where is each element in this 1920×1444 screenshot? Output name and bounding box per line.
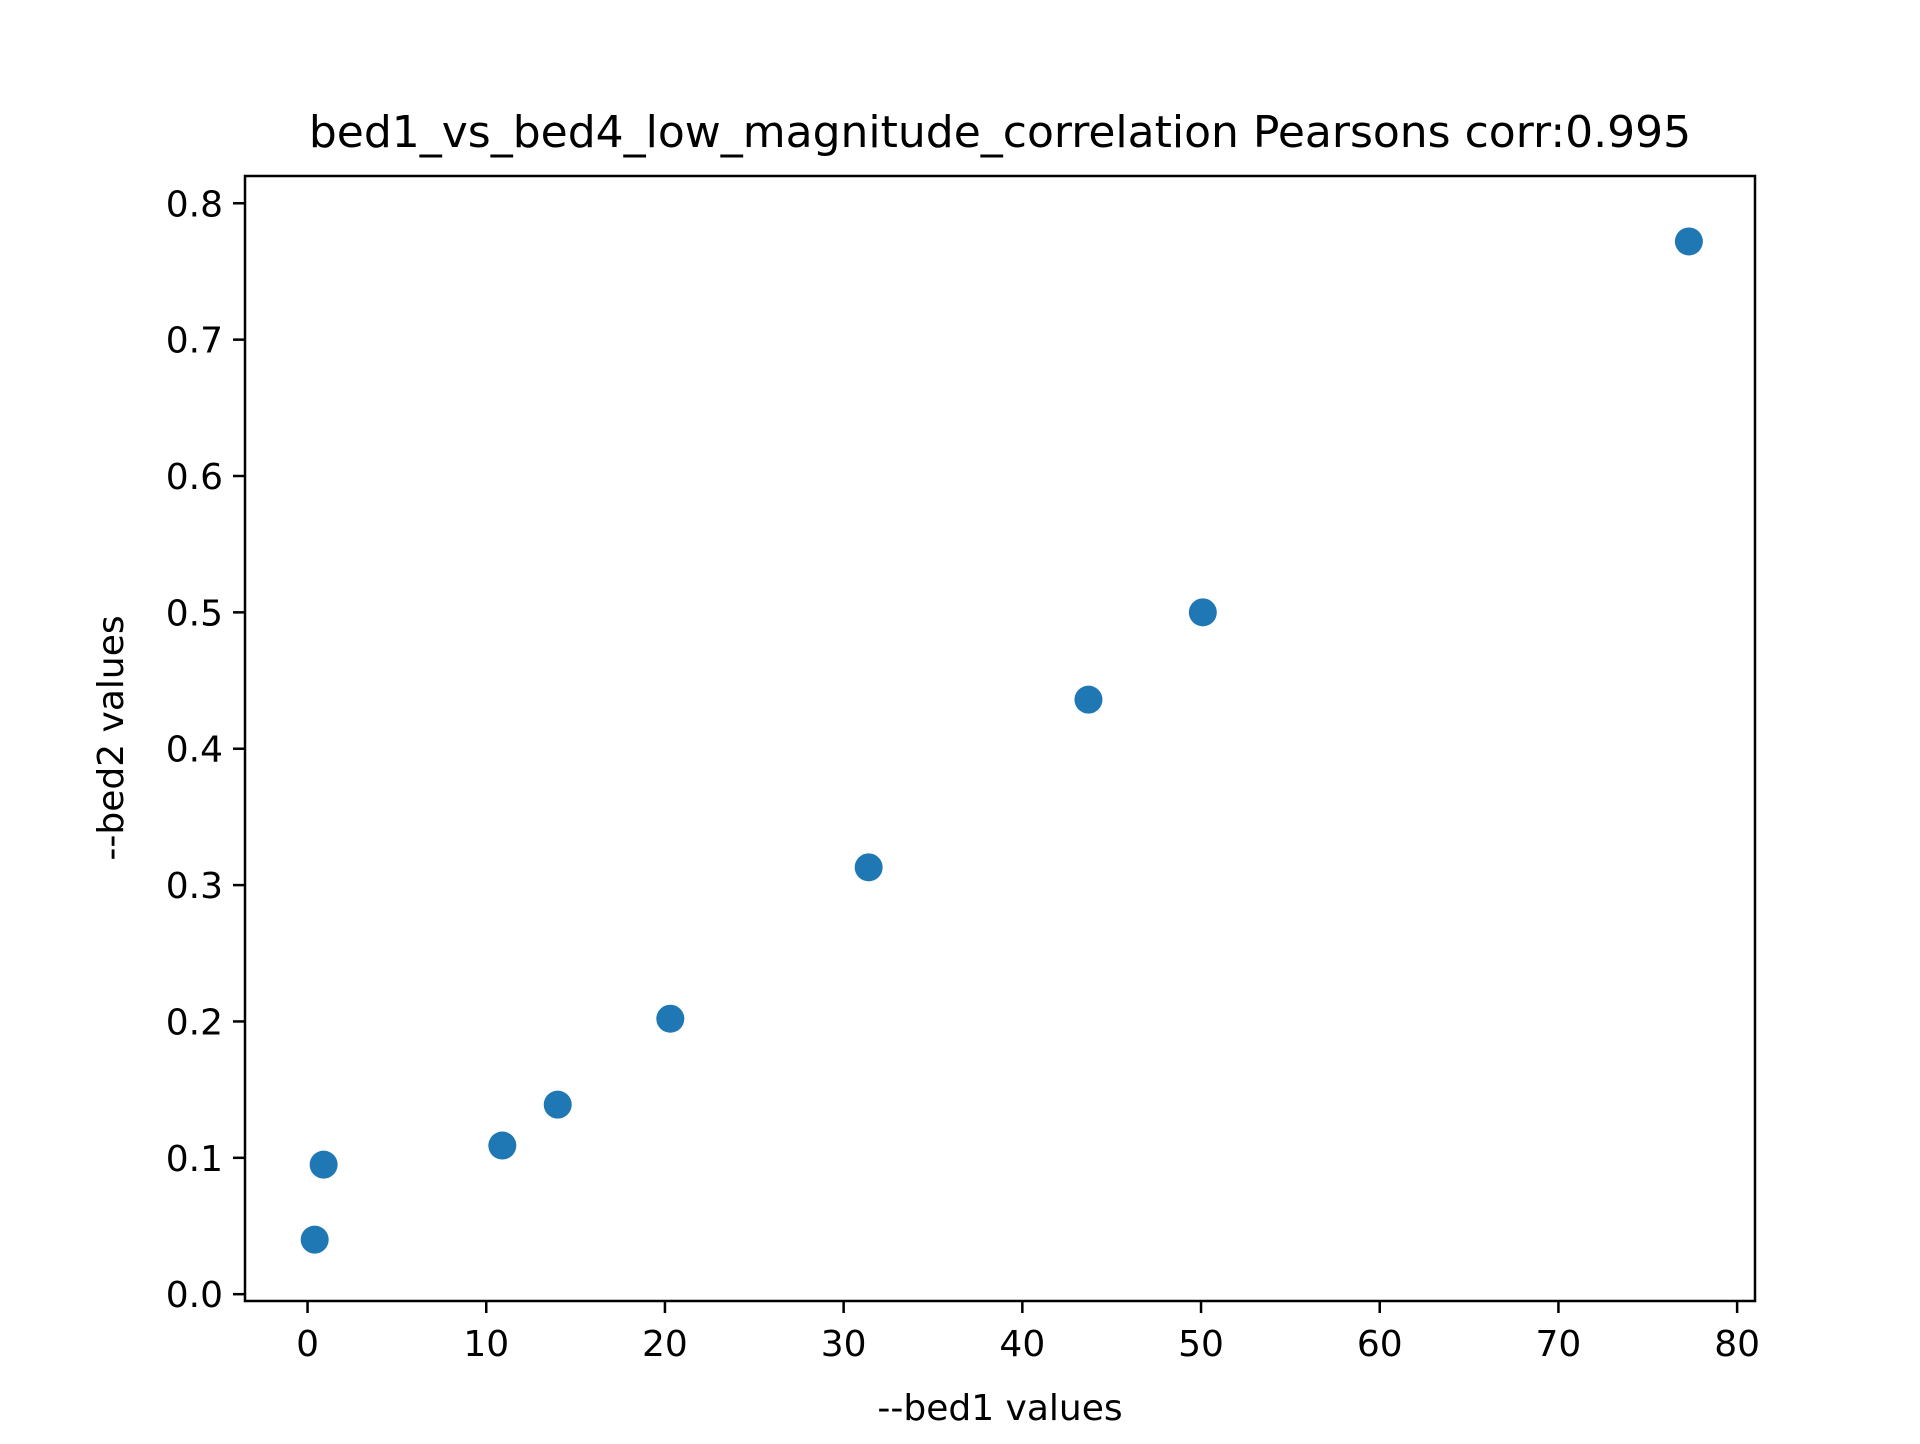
scatter-point	[1188, 598, 1217, 627]
scatter-point	[488, 1131, 517, 1160]
y-axis-ticks: 0.0 0.1 0.2 0.3 0.4 0.5 0.6 0.7 0.8	[166, 184, 245, 1316]
y-axis-label: --bed2 values	[91, 615, 132, 860]
y-tick-label: 0.3	[166, 866, 223, 907]
y-tick-label: 0.6	[166, 457, 223, 498]
scatter-point	[1674, 227, 1703, 256]
x-tick-label: 50	[1178, 1324, 1224, 1365]
plot-area-frame	[243, 174, 1757, 1303]
x-tick-label: 10	[463, 1324, 509, 1365]
x-tick-label: 80	[1714, 1324, 1760, 1365]
x-tick-label: 20	[642, 1324, 688, 1365]
x-tick-label: 60	[1357, 1324, 1403, 1365]
data-points	[300, 227, 1703, 1254]
x-tick-label: 30	[821, 1324, 867, 1365]
chart-title: bed1_vs_bed4_low_magnitude_correlation P…	[309, 107, 1691, 158]
y-tick-label: 0.8	[166, 184, 223, 225]
scatter-point	[1074, 685, 1103, 714]
scatter-point	[854, 853, 883, 882]
scatter-point	[543, 1090, 572, 1119]
y-tick-label: 0.7	[166, 321, 223, 362]
y-tick-label: 0.0	[166, 1275, 223, 1316]
y-tick-label: 0.4	[166, 730, 223, 771]
y-tick-label: 0.2	[166, 1002, 223, 1043]
x-tick-label: 40	[999, 1324, 1045, 1365]
x-axis-ticks: 0 10 20 30 40 50 60 70 80	[296, 1301, 1760, 1365]
x-tick-label: 0	[296, 1324, 319, 1365]
scatter-point	[656, 1004, 685, 1033]
scatter-point	[300, 1225, 329, 1254]
scatter-point	[309, 1150, 338, 1179]
x-tick-label: 70	[1536, 1324, 1582, 1365]
x-axis-label: --bed1 values	[877, 1388, 1122, 1429]
y-tick-label: 0.5	[166, 593, 223, 634]
y-tick-label: 0.1	[166, 1139, 223, 1180]
